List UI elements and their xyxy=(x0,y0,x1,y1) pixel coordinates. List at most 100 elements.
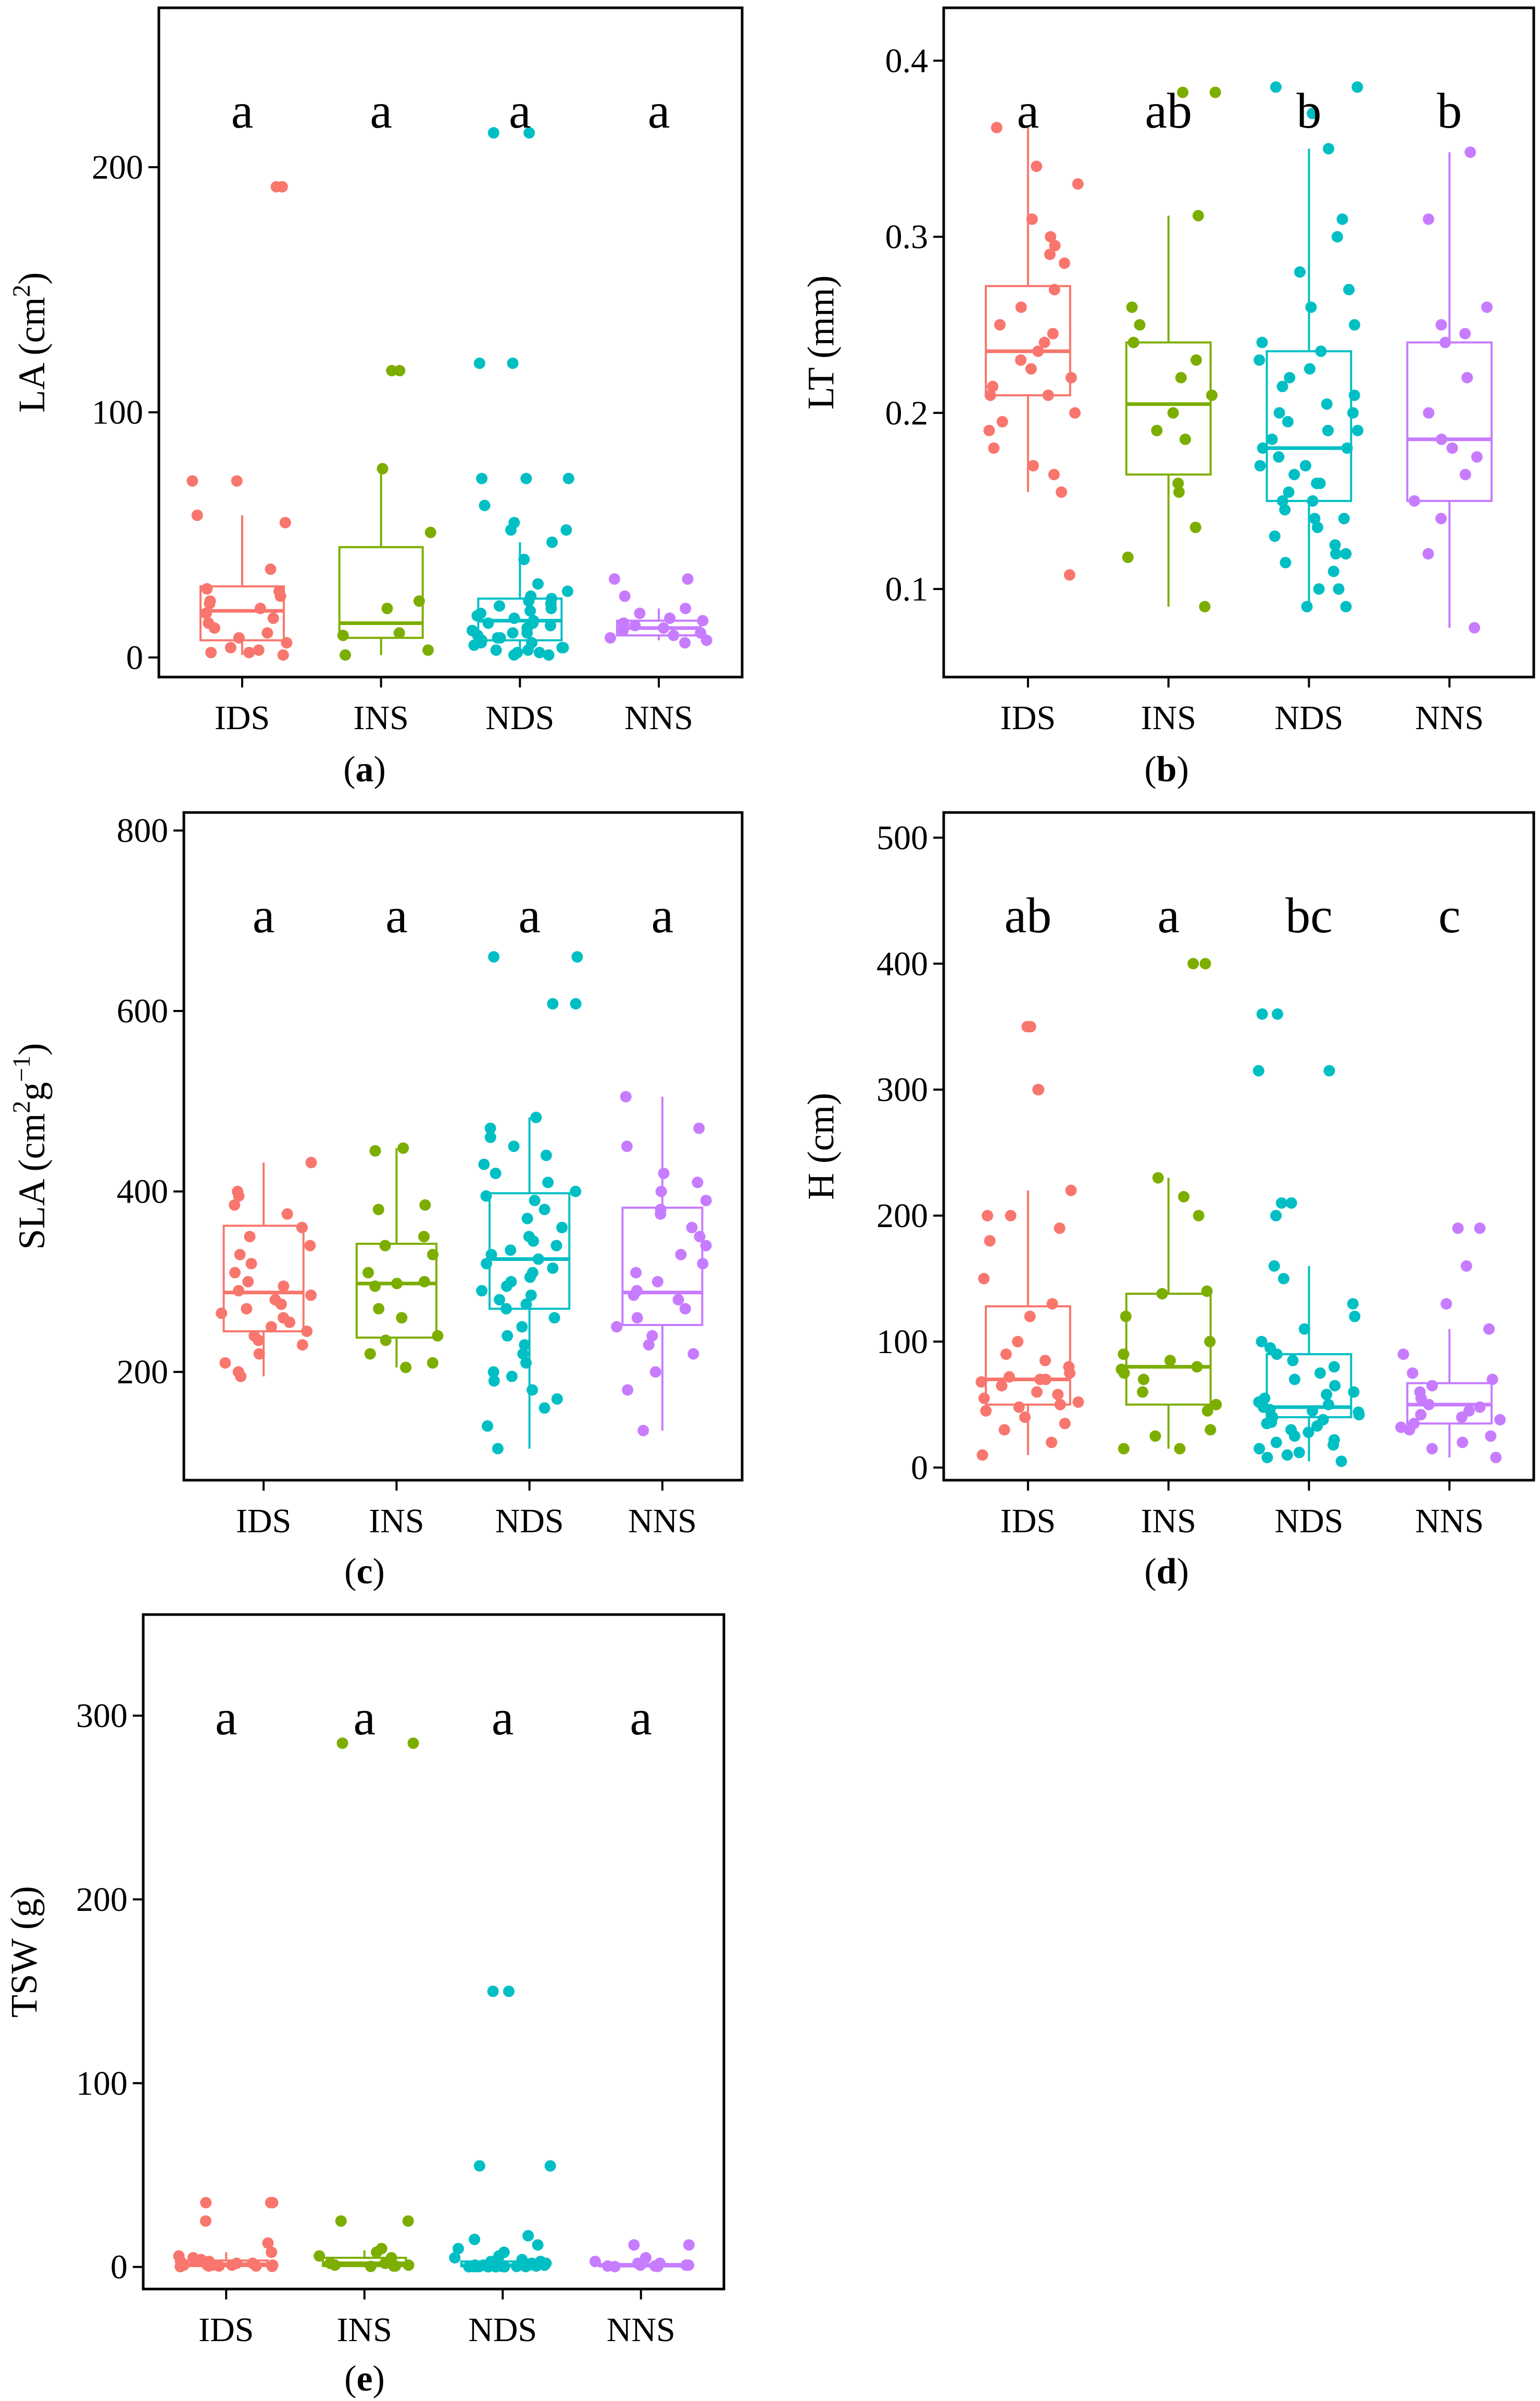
data-point-NNS xyxy=(1483,1323,1495,1335)
data-point-IDS xyxy=(1026,213,1038,225)
data-point-INS xyxy=(427,1357,439,1369)
data-point-NDS xyxy=(520,1298,532,1310)
data-point-NDS xyxy=(1271,1008,1283,1020)
data-point-IDS xyxy=(988,442,1000,454)
data-point-IDS xyxy=(994,319,1006,331)
panel-label: (a) xyxy=(343,749,386,790)
data-point-IDS xyxy=(978,1272,990,1284)
data-point-NDS xyxy=(1323,1065,1335,1077)
data-point-NNS xyxy=(697,1258,709,1270)
significance-letter-NDS: bc xyxy=(1285,887,1333,943)
data-point-INS xyxy=(422,644,434,656)
y-axis-title: LA (cm2) xyxy=(8,272,53,413)
data-point-NNS xyxy=(652,1275,663,1287)
data-point-NDS xyxy=(1253,1065,1264,1077)
data-point-IDS xyxy=(244,1231,256,1243)
data-point-NNS xyxy=(672,1294,684,1306)
data-point-NNS xyxy=(1464,146,1476,158)
plot-frame xyxy=(142,1613,725,2291)
data-point-IDS xyxy=(233,1190,245,1202)
data-point-NNS xyxy=(649,1366,661,1378)
data-point-IDS xyxy=(279,517,291,529)
data-point-IDS xyxy=(234,1248,246,1260)
data-point-IDS xyxy=(996,1380,1008,1392)
panel-label: (d) xyxy=(1144,1552,1189,1592)
data-point-NNS xyxy=(619,590,631,602)
data-point-NDS xyxy=(1340,548,1352,560)
data-point-NNS xyxy=(700,1194,712,1206)
y-tick-label: 0 xyxy=(126,639,143,677)
data-point-NDS xyxy=(1281,1449,1293,1461)
data-point-IDS xyxy=(1059,1418,1071,1430)
data-point-INS xyxy=(418,1231,430,1243)
data-point-INS xyxy=(335,2215,347,2227)
data-point-NDS xyxy=(469,2233,481,2245)
box-IDS xyxy=(222,1224,305,1333)
panel-label-close: ) xyxy=(1176,749,1188,790)
box-NNS xyxy=(1406,341,1493,502)
data-point-NNS xyxy=(1435,512,1447,524)
data-point-IDS xyxy=(304,1240,316,1252)
data-point-NNS xyxy=(1408,495,1420,507)
data-point-NDS xyxy=(547,1262,559,1274)
data-point-NDS xyxy=(481,1258,493,1270)
data-point-IDS xyxy=(241,1303,253,1315)
panel-label-close: ) xyxy=(374,749,386,790)
data-point-NDS xyxy=(1336,213,1348,225)
data-point-IDS xyxy=(242,1275,254,1287)
data-point-NDS xyxy=(1293,1446,1305,1458)
data-point-INS xyxy=(364,1348,376,1360)
data-point-NNS xyxy=(679,637,691,649)
data-point-IDS xyxy=(205,646,217,658)
data-point-INS xyxy=(1156,1288,1168,1300)
data-point-NDS xyxy=(560,524,572,536)
data-point-INS xyxy=(402,2215,414,2227)
data-point-NDS xyxy=(452,2243,464,2255)
data-point-NDS xyxy=(500,1280,512,1292)
data-point-NNS xyxy=(1474,1222,1486,1234)
data-point-NNS xyxy=(1460,1260,1472,1272)
panel-label: (b) xyxy=(1144,749,1189,790)
data-point-IDS xyxy=(1005,1210,1017,1222)
data-point-IDS xyxy=(1000,1348,1012,1360)
data-point-INS xyxy=(396,1312,408,1324)
data-point-IDS xyxy=(1046,1298,1058,1310)
significance-letter-NDS: a xyxy=(492,1690,514,1745)
data-point-NDS xyxy=(478,1158,490,1170)
data-point-NDS xyxy=(1299,460,1311,472)
data-point-IDS xyxy=(976,1449,988,1461)
data-point-NDS xyxy=(524,1271,536,1283)
data-point-IDS xyxy=(1024,1310,1036,1322)
box-INS xyxy=(1125,341,1212,476)
data-point-INS xyxy=(1201,1285,1213,1297)
data-point-NDS xyxy=(1285,1197,1297,1209)
data-point-NDS xyxy=(521,1212,533,1224)
data-point-IDS xyxy=(1047,328,1059,340)
data-point-NNS xyxy=(628,2239,640,2251)
x-tick-label-NDS: NDS xyxy=(1274,1502,1343,1540)
data-point-IDS xyxy=(1015,354,1027,366)
data-point-NNS xyxy=(679,1303,691,1315)
data-point-NDS xyxy=(1270,1436,1282,1448)
data-point-NDS xyxy=(570,1185,582,1197)
x-tick-label-IDS: IDS xyxy=(1000,699,1056,737)
x-tick-label-INS: INS xyxy=(337,2311,392,2349)
data-point-IDS xyxy=(229,1267,241,1279)
data-point-IDS xyxy=(200,607,212,619)
data-point-NDS xyxy=(1330,548,1342,560)
data-point-NDS xyxy=(1254,354,1266,366)
data-point-NDS xyxy=(1307,1405,1319,1417)
data-point-NDS xyxy=(503,1985,515,1997)
data-point-INS xyxy=(1199,958,1211,970)
data-point-IDS xyxy=(983,424,995,436)
data-point-NDS xyxy=(1257,442,1269,454)
data-point-NDS xyxy=(1311,478,1323,490)
data-point-NNS xyxy=(643,1339,655,1351)
data-point-IDS xyxy=(1032,1084,1044,1096)
y-tick-label: 100 xyxy=(877,1323,928,1361)
data-point-INS xyxy=(1134,319,1146,331)
data-point-NDS xyxy=(1321,398,1333,410)
data-point-INS xyxy=(1206,389,1218,401)
data-point-NDS xyxy=(1347,407,1359,419)
